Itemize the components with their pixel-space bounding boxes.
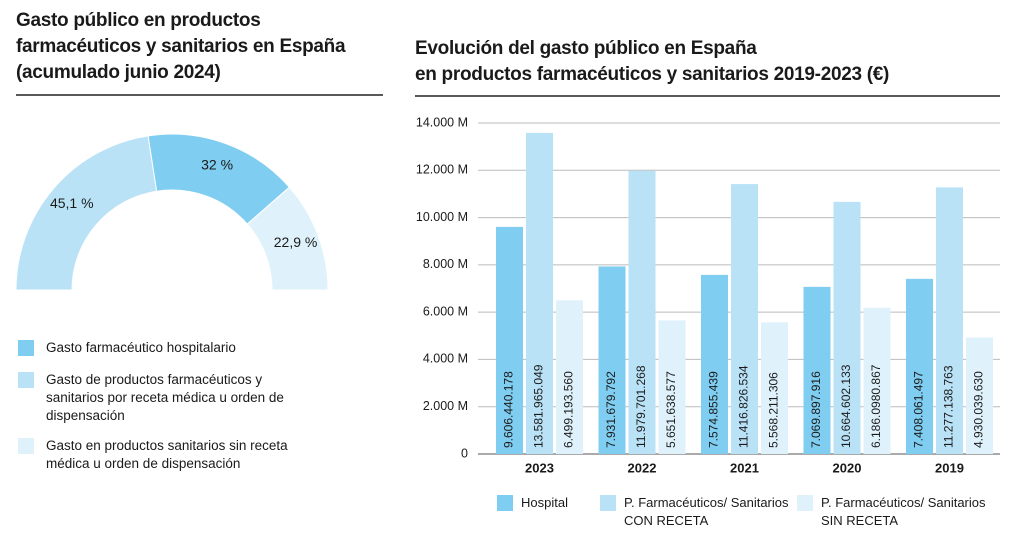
data-label: 32 % <box>201 157 233 173</box>
data-label: 11.277.138.763 <box>942 365 956 448</box>
bar <box>863 307 891 454</box>
legend-label: Gasto en productos sanitarios sin receta… <box>46 438 288 471</box>
data-label: 7.408.061.497 <box>912 371 926 448</box>
donut-segment <box>15 135 158 291</box>
data-label: 9.606.440.178 <box>502 371 516 448</box>
donut-segment <box>246 186 329 291</box>
legend-label: Gasto farmacéutico hospitalario <box>46 340 236 355</box>
bar <box>936 187 963 454</box>
data-label: 5.568.211.306 <box>767 372 781 448</box>
x-tick-label: 2021 <box>730 460 759 475</box>
data-label: 7.069.897.916 <box>809 371 823 448</box>
legend-swatch <box>497 495 513 511</box>
legend-swatch <box>600 495 616 511</box>
bar <box>526 132 553 454</box>
data-label: 10.664.602.133 <box>839 364 853 448</box>
bar <box>803 286 831 454</box>
data-label: 5.651.638.577 <box>664 371 678 448</box>
bar <box>731 184 758 454</box>
legend-swatch <box>797 495 813 511</box>
legend-label: Hospital <box>521 495 568 510</box>
chart-title: Evolución del gasto público en España <box>415 38 757 59</box>
bar <box>906 278 933 454</box>
chart-title: (acumulado junio 2024) <box>16 62 221 83</box>
bar <box>833 201 861 454</box>
bar <box>761 322 788 454</box>
data-label: 4.930.039.630 <box>972 371 986 448</box>
bar <box>598 266 626 454</box>
y-tick-label: 4.000 M <box>423 352 468 366</box>
bar <box>701 274 728 454</box>
data-label: 13.581.965.049 <box>532 364 546 448</box>
data-label: 7.574.855.439 <box>707 371 721 448</box>
x-tick-label: 2023 <box>525 460 554 475</box>
y-tick-label: 10.000 M <box>416 210 468 224</box>
legend-swatch <box>18 438 34 454</box>
y-tick-label: 6.000 M <box>423 304 468 318</box>
legend-label: P. Farmacéuticos/ Sanitarios SIN RECETA <box>821 495 986 528</box>
legend-label: P. Farmacéuticos/ Sanitarios CON RECETA <box>624 495 789 528</box>
bar <box>966 337 993 454</box>
x-tick-label: 2020 <box>833 460 862 475</box>
y-tick-label: 2.000 M <box>423 399 468 413</box>
chart-title: Gasto público en productos <box>16 10 261 31</box>
legend-label: Gasto de productos farmacéuticos y sanit… <box>46 372 284 423</box>
data-label: 22,9 % <box>274 234 318 250</box>
bar <box>496 226 523 454</box>
data-label: 6.499.193.560 <box>562 371 576 448</box>
bar <box>628 170 656 455</box>
legend-swatch <box>18 340 34 356</box>
chart-title: farmacéuticos y sanitarios en España <box>16 36 346 57</box>
data-label: 6.186.0980.867 <box>869 364 883 448</box>
chart-title: en productos farmacéuticos y sanitarios … <box>415 64 890 85</box>
bar <box>556 300 583 454</box>
bar <box>658 320 686 454</box>
y-tick-label: 0 <box>461 446 468 460</box>
y-tick-label: 8.000 M <box>423 257 468 271</box>
y-tick-label: 14.000 M <box>416 115 468 129</box>
legend-swatch <box>18 372 34 388</box>
data-label: 11.979.701.268 <box>634 365 648 448</box>
data-label: 11.416.826.534 <box>737 365 751 448</box>
x-tick-label: 2022 <box>628 460 657 475</box>
data-label: 7.931.679.792 <box>604 371 618 448</box>
x-tick-label: 2019 <box>935 460 964 475</box>
y-tick-label: 12.000 M <box>416 163 468 177</box>
data-label: 45,1 % <box>50 195 94 211</box>
